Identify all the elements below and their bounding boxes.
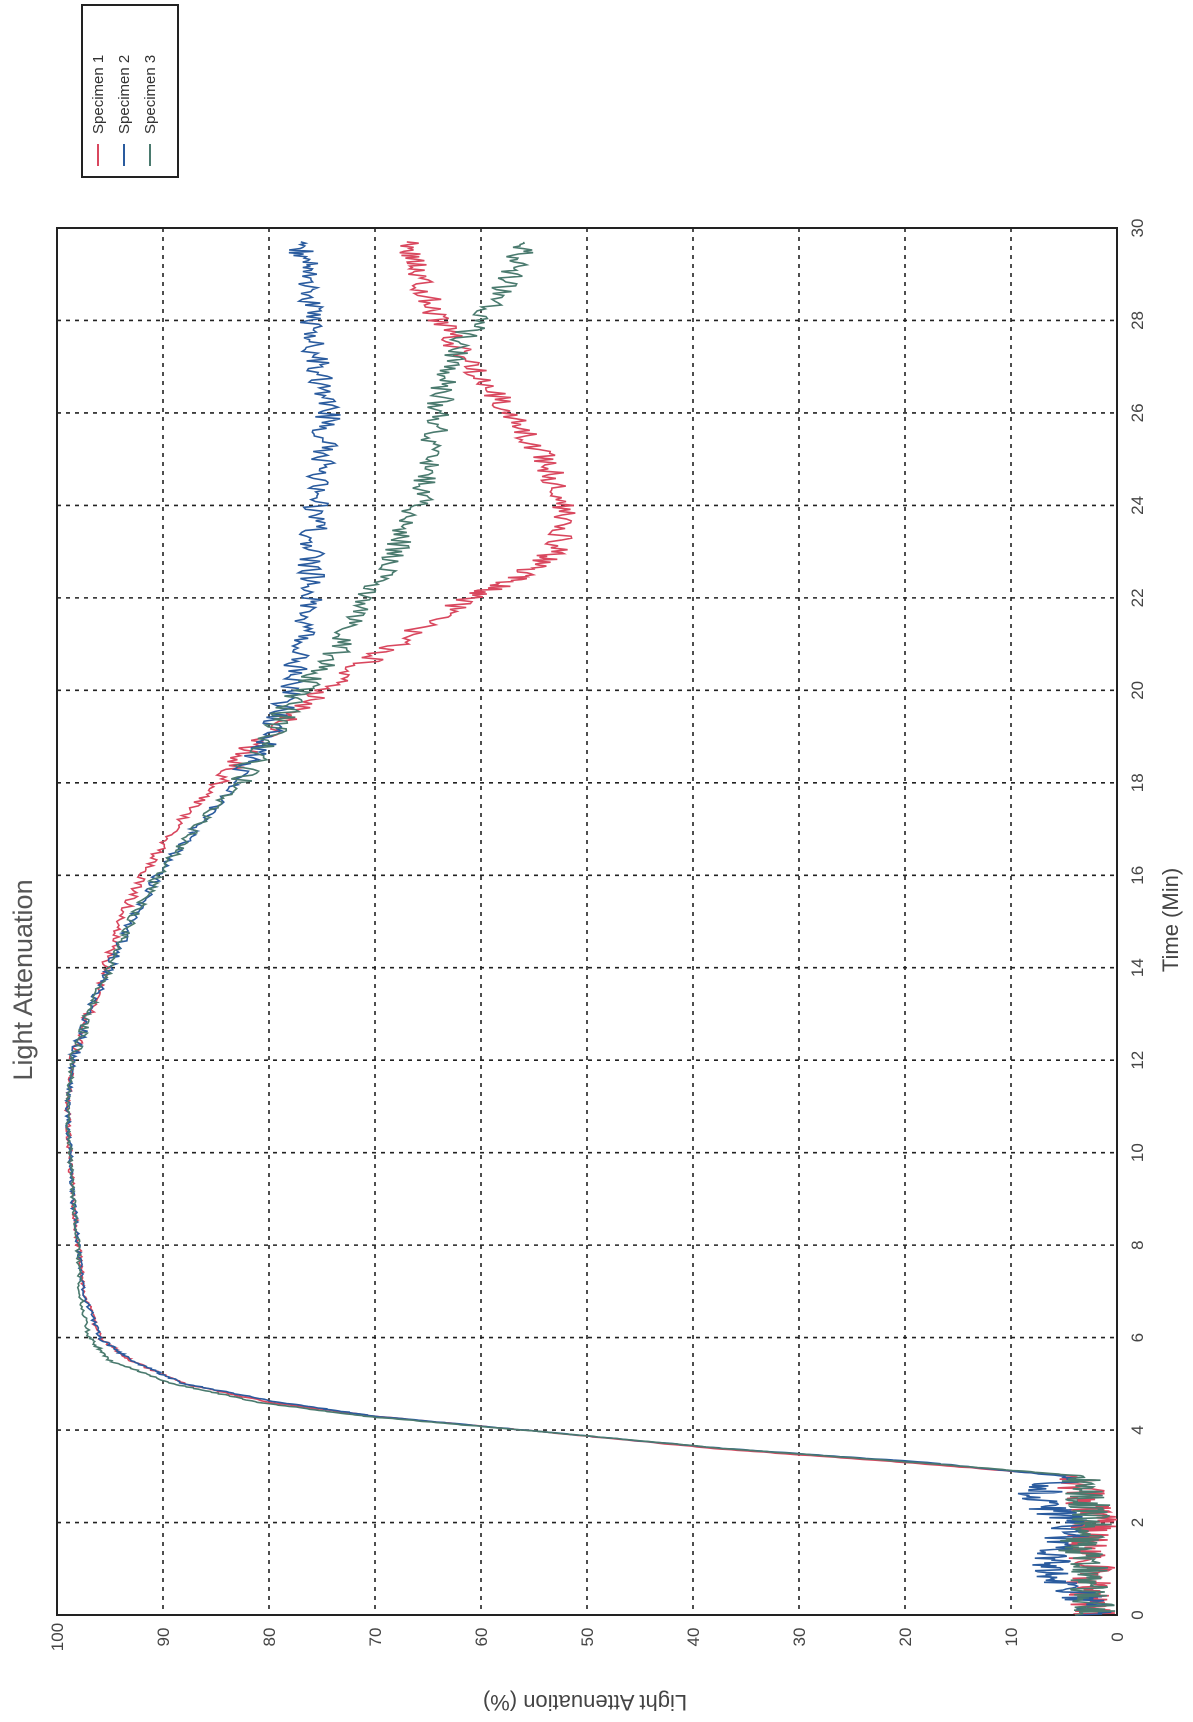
y-tick-label: 30 [790, 1628, 809, 1647]
y-tick-label: 10 [1002, 1628, 1021, 1647]
x-tick-label: 14 [1128, 958, 1147, 977]
y-tick-labels: 0 10 20 30 40 50 60 70 80 90 100 [48, 1623, 1127, 1651]
y-tick-label: 20 [896, 1628, 915, 1647]
legend: Specimen 1 Specimen 2 Specimen 3 [81, 4, 179, 178]
y-tick-label: 50 [578, 1628, 597, 1647]
x-tick-label: 0 [1128, 1610, 1147, 1619]
y-tick-label: 60 [472, 1628, 491, 1647]
y-tick-label: 90 [154, 1628, 173, 1647]
series-line-3 [65, 241, 1116, 1616]
x-tick-label: 26 [1128, 403, 1147, 422]
x-tick-label: 20 [1128, 681, 1147, 700]
x-tick-label: 16 [1128, 866, 1147, 885]
series-lines [63, 241, 1118, 1616]
x-tick-label: 10 [1128, 1143, 1147, 1162]
y-tick-label: 40 [684, 1628, 703, 1647]
x-axis-title: Time (Min) [1158, 868, 1183, 972]
x-tick-label: 6 [1128, 1333, 1147, 1342]
legend-label: Specimen 3 [142, 55, 159, 134]
x-tick-label: 12 [1128, 1051, 1147, 1070]
x-tick-label: 2 [1128, 1518, 1147, 1527]
y-axis-title: Light Attenuation (%) [483, 1690, 687, 1715]
chart-title: Light Attenuation [8, 879, 38, 1080]
legend-label: Specimen 2 [116, 55, 133, 134]
x-tick-label: 28 [1128, 311, 1147, 330]
x-tick-label: 4 [1128, 1425, 1147, 1434]
grid-lines [57, 228, 1117, 1615]
y-tick-label: 70 [366, 1628, 385, 1647]
y-tick-label: 0 [1108, 1632, 1127, 1641]
x-tick-label: 8 [1128, 1240, 1147, 1249]
x-tick-label: 18 [1128, 773, 1147, 792]
x-tick-label: 22 [1128, 588, 1147, 607]
y-tick-label: 80 [260, 1628, 279, 1647]
x-tick-label: 24 [1128, 496, 1147, 515]
x-tick-label: 30 [1128, 219, 1147, 238]
y-tick-label: 100 [48, 1623, 67, 1651]
legend-label: Specimen 1 [90, 55, 107, 134]
series-line-2 [64, 241, 1112, 1616]
